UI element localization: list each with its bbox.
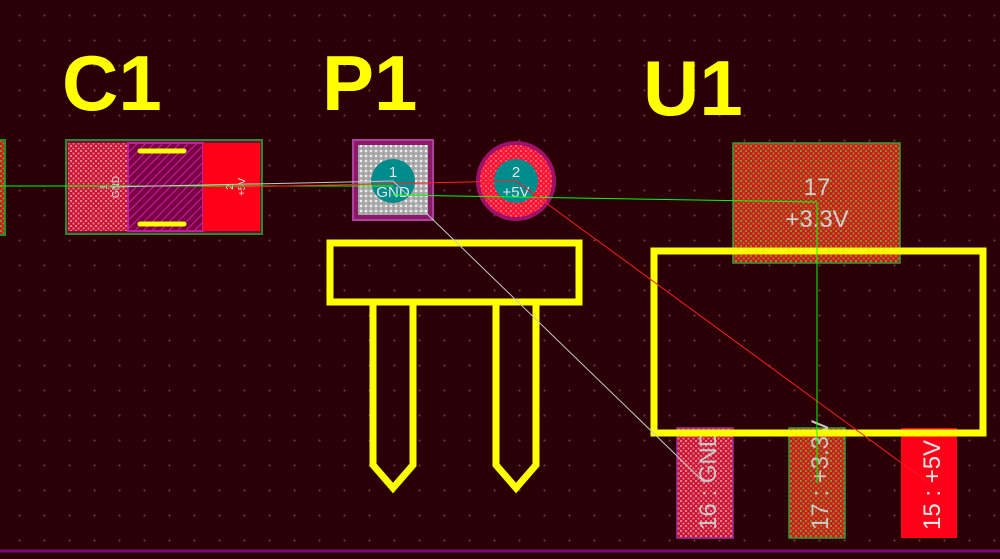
p1-silk-pin-2	[492, 305, 540, 494]
p1-pad2-number: 2	[512, 164, 520, 181]
u1-designator: U1	[643, 44, 743, 132]
c1-pad2-number: 2	[225, 184, 236, 190]
p1-pad1-net: GND	[376, 184, 410, 201]
p1-silk-pin-1	[369, 305, 417, 494]
c1-center-hatch	[127, 142, 204, 232]
u1-pad17-number: 17	[804, 174, 831, 201]
c1-pad1-number: 1	[99, 184, 110, 190]
ratsnest-line	[392, 194, 818, 203]
ratsnest-line	[235, 180, 517, 188]
p1-pad2-net: +5V	[502, 184, 529, 201]
p1-pad1-number: 1	[389, 164, 397, 181]
c1-designator: C1	[62, 39, 162, 127]
u1-pad17-label: 17 : +3.3V	[807, 420, 834, 530]
ratsnest	[0, 180, 930, 484]
u1-silk-body	[650, 247, 987, 437]
p1-silk-body	[326, 239, 583, 306]
ratsnest-line	[515, 180, 930, 484]
ratsnest-line	[392, 180, 706, 484]
component-u1[interactable]: U1 17 +3.3V 16 : GND 17 : +3.3V 15 : +5V	[643, 44, 987, 539]
u1-pad15-label: 15 : +5V	[919, 440, 946, 530]
component-c1[interactable]: C1 1 GND 2 +5V	[62, 39, 263, 235]
offscreen-pad[interactable]	[0, 139, 6, 236]
u1-pad16-label: 16 : GND	[695, 430, 722, 530]
component-p1[interactable]: P1 1 GND 2 +5V	[322, 39, 583, 494]
p1-designator: P1	[322, 39, 417, 127]
ratsnest-line	[109, 180, 394, 188]
